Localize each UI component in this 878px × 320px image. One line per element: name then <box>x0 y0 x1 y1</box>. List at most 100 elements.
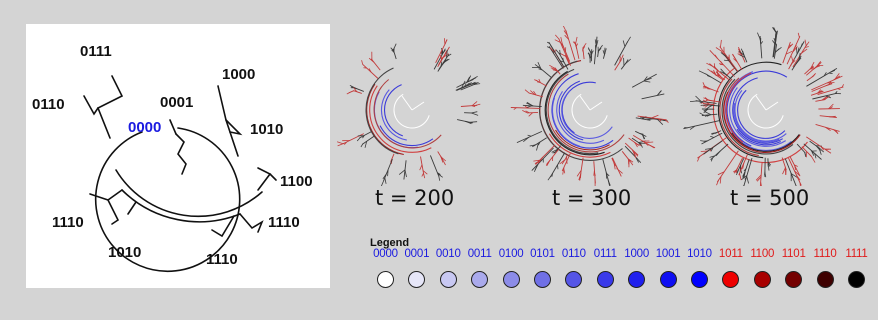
tree-arc <box>552 97 580 147</box>
legend-swatch <box>534 271 551 288</box>
tree-branch <box>740 164 744 171</box>
tree-branch <box>825 83 833 87</box>
tree-branch <box>337 142 345 147</box>
tree-branch <box>598 47 602 52</box>
tree-arc <box>373 79 442 149</box>
tree-arc <box>729 87 786 147</box>
tree-arc-outer <box>115 169 263 218</box>
legend-item-1011: 1011 <box>715 248 746 293</box>
tree-branch <box>549 64 557 70</box>
tree-branch <box>776 30 778 35</box>
tree-branch <box>593 170 595 176</box>
tree-arc <box>558 80 584 141</box>
tree-branch <box>699 101 704 104</box>
tree-branch <box>558 38 572 66</box>
tree-branch <box>700 150 708 152</box>
tree-branch <box>708 100 715 102</box>
tree-branch <box>360 143 364 148</box>
tree-branch <box>628 158 634 163</box>
tree-branch <box>698 70 707 75</box>
tree-branch <box>704 97 709 101</box>
tree-branch <box>625 58 632 65</box>
legend-code-label: 1101 <box>781 248 806 260</box>
tree-branch <box>744 176 747 180</box>
legend-swatch <box>377 271 394 288</box>
tree-branch <box>715 150 721 157</box>
snapshot-tree-1 <box>327 26 497 187</box>
tree-branch <box>723 59 730 62</box>
tree-branch <box>531 147 554 171</box>
tree-arc <box>734 90 787 142</box>
legend-swatch <box>659 271 677 288</box>
tree-arc <box>723 91 801 153</box>
tree-branch <box>700 104 708 106</box>
tree-branch <box>733 170 737 174</box>
tree-branch <box>470 76 478 81</box>
tree-branch <box>792 46 798 53</box>
tree-branch <box>524 89 530 94</box>
tree-arc <box>571 93 608 129</box>
node-label-1110-left: 1110 <box>52 214 84 231</box>
tree-branch <box>595 39 599 48</box>
tree-arc <box>369 85 432 153</box>
tree-branch <box>438 176 441 181</box>
tree-branch <box>710 157 713 162</box>
tree-root-stub <box>175 133 187 175</box>
tree-branch <box>657 119 664 125</box>
legend-item-1111: 1111 <box>841 248 872 293</box>
tree-branch <box>775 46 782 53</box>
tree-branch <box>782 167 786 175</box>
tree-branch <box>534 79 538 82</box>
tree-branch <box>551 173 553 177</box>
legend-item-1110: 1110 <box>810 248 841 293</box>
tree-branch <box>719 63 724 65</box>
tree-branch <box>634 151 639 157</box>
tree-branch <box>549 47 556 54</box>
tree-branch <box>538 78 541 83</box>
tree-branch <box>620 54 624 61</box>
tree-branch <box>471 111 478 114</box>
tree-branch <box>387 169 389 177</box>
tree-branch <box>464 120 469 123</box>
tree-branch <box>534 164 538 172</box>
tree-branch <box>441 51 443 56</box>
legend-swatch <box>785 271 803 288</box>
tree-branch <box>823 72 827 77</box>
tree-branch <box>525 110 530 114</box>
tree-arc <box>732 77 783 144</box>
tree-branch <box>830 70 836 73</box>
tree-branch <box>361 60 363 65</box>
tree-branch-1110-left <box>89 189 123 201</box>
tree-branch <box>562 25 567 33</box>
tree-branch <box>710 135 715 138</box>
tree-branch <box>695 100 701 102</box>
tree-branch-1100b <box>269 173 277 181</box>
tree-branch <box>446 49 448 58</box>
tree-branch <box>732 54 737 61</box>
tree-branch <box>534 160 540 165</box>
snapshot-tree-3 <box>681 26 851 198</box>
tree-arc-lower <box>121 189 241 223</box>
tree-branch <box>733 169 737 173</box>
tree-branch <box>626 36 631 43</box>
tree-branch <box>582 47 585 60</box>
legend-code-label: 1011 <box>718 248 743 260</box>
legend-swatch <box>439 271 457 288</box>
tree-branch <box>422 170 428 175</box>
tree-branch <box>552 151 556 154</box>
tree-branch <box>705 148 712 150</box>
time-label-1: t = 200 <box>375 186 455 210</box>
node-label-1000: 1000 <box>222 66 256 83</box>
tree-branch <box>614 59 622 71</box>
tree-branch <box>361 135 375 145</box>
tree-branch <box>702 82 706 88</box>
tree-branch <box>471 101 478 107</box>
tree-branch-1110-right <box>239 213 264 233</box>
tree-branch <box>563 168 566 174</box>
tree-branch <box>784 158 800 195</box>
tree-branch <box>713 70 717 76</box>
legend-code-label: 0110 <box>561 248 586 260</box>
tree-branch <box>537 62 542 70</box>
tree-branch <box>664 119 669 123</box>
legend-item-1010: 1010 <box>684 248 715 293</box>
